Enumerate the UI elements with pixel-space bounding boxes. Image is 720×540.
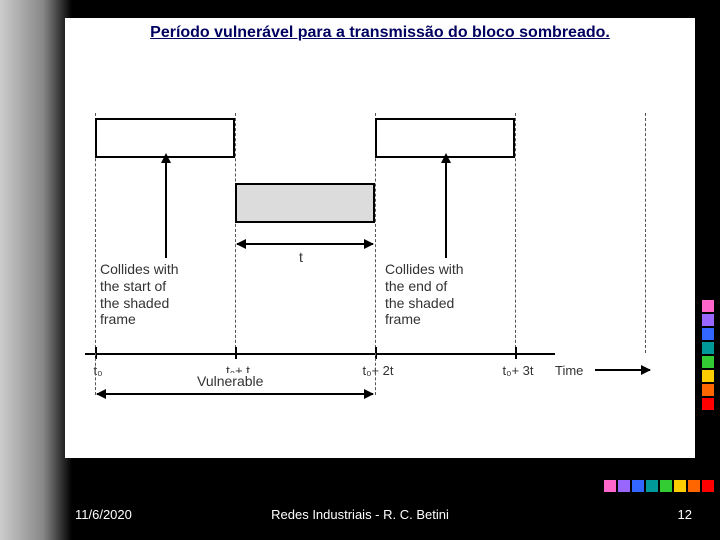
- dashed-line-1: [235, 113, 236, 353]
- palette-v-3: [702, 342, 714, 354]
- label-collides-start: Collides with the start of the shaded fr…: [100, 261, 220, 328]
- footer-center: Redes Industriais - R. C. Betini: [0, 507, 720, 522]
- vuln-dash-ext-1: [375, 353, 376, 395]
- dashed-line-4: [645, 113, 646, 353]
- palette-h-7: [702, 480, 714, 492]
- slide-title: Período vulnerável para a transmissão do…: [65, 24, 695, 42]
- slide: Período vulnerável para a transmissão do…: [0, 0, 720, 540]
- upper-box-1: [375, 118, 515, 158]
- palette-v-1: [702, 314, 714, 326]
- tick-3: [515, 347, 517, 359]
- t-label: t: [299, 249, 303, 266]
- palette-h-1: [618, 480, 630, 492]
- palette-v-4: [702, 356, 714, 368]
- time-label: Time: [555, 363, 583, 378]
- label-collides-end: Collides with the end of the shaded fram…: [385, 261, 505, 328]
- palette-h-3: [646, 480, 658, 492]
- color-squares-horizontal: [604, 480, 714, 492]
- arrow-up-0: [165, 161, 167, 258]
- time-arrow: [595, 369, 650, 371]
- tick-label-3: t₀+ 3t: [493, 363, 543, 378]
- upper-box-0: [95, 118, 235, 158]
- palette-h-2: [632, 480, 644, 492]
- color-squares-vertical: [702, 300, 714, 410]
- dashed-line-3: [515, 113, 516, 353]
- tick-1: [235, 347, 237, 359]
- t-span-arrow: [237, 243, 373, 245]
- vulnerable-span-arrow: [97, 393, 373, 395]
- footer-page: 12: [678, 507, 692, 522]
- palette-v-2: [702, 328, 714, 340]
- axis-line: [85, 353, 555, 355]
- palette-h-5: [674, 480, 686, 492]
- palette-h-6: [688, 480, 700, 492]
- content-area: Período vulnerável para a transmissão do…: [65, 18, 695, 458]
- vulnerable-label: Vulnerable: [193, 373, 267, 390]
- palette-v-5: [702, 370, 714, 382]
- palette-h-0: [604, 480, 616, 492]
- palette-v-0: [702, 300, 714, 312]
- tick-label-2: t₀+ 2t: [353, 363, 403, 378]
- palette-v-6: [702, 384, 714, 396]
- timing-diagram: Collides with the start of the shaded fr…: [85, 113, 675, 413]
- arrow-up-1: [445, 161, 447, 258]
- tick-label-0: t₀: [73, 363, 123, 378]
- vuln-dash-ext-0: [95, 353, 96, 395]
- palette-v-7: [702, 398, 714, 410]
- palette-h-4: [660, 480, 672, 492]
- shaded-box: [235, 183, 375, 223]
